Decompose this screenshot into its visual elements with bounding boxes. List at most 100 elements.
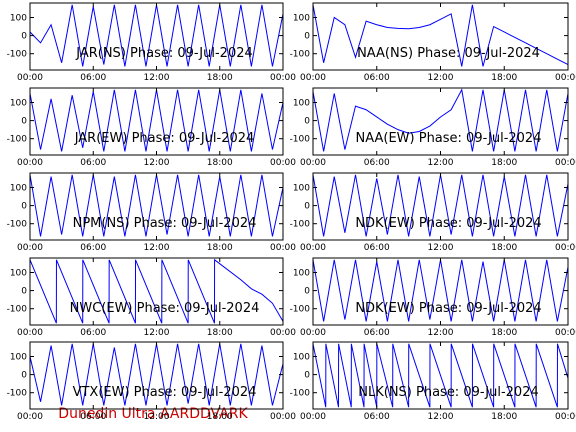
y-tick-label: -100 <box>7 220 28 230</box>
y-tick-label: 0 <box>21 371 27 381</box>
x-tick-label: 00:00 <box>300 243 326 253</box>
panel-title: NDK(EW) Phase: 09-Jul-2024 <box>355 216 541 231</box>
x-tick-label: 00:00 <box>17 158 43 168</box>
x-tick-label: 12:00 <box>428 158 454 168</box>
x-tick-label: 06:00 <box>364 243 390 253</box>
x-tick-label: 12:00 <box>428 412 454 422</box>
panel: 100 0 -100 00:00 06:00 12:00 18:00 00:00 NLK(NS)… <box>290 341 576 422</box>
x-tick-label: 00:00 <box>555 243 576 253</box>
x-tick-label: 12:00 <box>144 412 170 422</box>
panel-title: NDK(EW) Phase: 09-Jul-2024 <box>355 301 541 316</box>
x-tick-label: 00:00 <box>17 328 43 338</box>
y-tick-label: 100 <box>293 98 310 108</box>
phase-line <box>313 4 568 67</box>
x-tick-label: 00:00 <box>555 328 576 338</box>
panel: 100 0 -100 00:00 06:00 12:00 18:00 00:00 NWC(EW)… <box>7 257 296 338</box>
y-tick-label: 0 <box>21 117 27 127</box>
x-tick-label: 06:00 <box>80 73 106 83</box>
x-tick-label: 06:00 <box>364 158 390 168</box>
y-tick-label: 0 <box>21 287 27 297</box>
y-tick-label: -100 <box>290 220 311 230</box>
y-tick-label: 0 <box>21 32 27 42</box>
y-tick-label: -100 <box>290 305 311 315</box>
x-tick-label: 06:00 <box>80 158 106 168</box>
x-tick-label: 18:00 <box>491 412 517 422</box>
y-tick-label: -100 <box>7 305 28 315</box>
x-tick-label: 00:00 <box>300 158 326 168</box>
panel-title: NAA(NS) Phase: 09-Jul-2024 <box>357 46 540 61</box>
y-tick-label: -100 <box>7 389 28 399</box>
panel: 100 0 -100 00:00 06:00 12:00 18:00 00:00 NAA(EW)… <box>290 87 576 168</box>
footer: Dunedin Ultra AARDDVARK <box>58 406 248 422</box>
x-tick-label: 00:00 <box>300 328 326 338</box>
x-tick-label: 00:00 <box>17 243 43 253</box>
panel: 100 0 -100 00:00 06:00 12:00 18:00 00:00 NAA(NS)… <box>290 2 576 83</box>
phase-line <box>30 258 283 324</box>
x-tick-label: 00:00 <box>555 412 576 422</box>
x-tick-label: 00:00 <box>270 73 296 83</box>
panel-title: JAR(EW) Phase: 09-Jul-2024 <box>74 131 255 146</box>
y-tick-label: 100 <box>10 98 27 108</box>
y-tick-label: 100 <box>293 352 310 362</box>
x-tick-label: 06:00 <box>80 328 106 338</box>
panel-title: NAA(EW) Phase: 09-Jul-2024 <box>356 131 542 146</box>
x-tick-label: 12:00 <box>144 243 170 253</box>
x-tick-label: 06:00 <box>80 243 106 253</box>
y-tick-label: 0 <box>304 287 310 297</box>
y-tick-label: -100 <box>290 50 311 60</box>
y-tick-label: 0 <box>21 202 27 212</box>
y-tick-label: 100 <box>10 13 27 23</box>
y-tick-label: 100 <box>293 268 310 278</box>
x-tick-label: 00:00 <box>300 412 326 422</box>
x-tick-label: 06:00 <box>364 328 390 338</box>
panel-title: NLK(NS) Phase: 09-Jul-2024 <box>358 385 539 400</box>
panel: 100 0 -100 00:00 06:00 12:00 18:00 00:00 NPM(NS)… <box>7 172 296 253</box>
x-tick-label: 18:00 <box>491 158 517 168</box>
y-tick-label: 0 <box>304 117 310 127</box>
x-tick-label: 18:00 <box>491 328 517 338</box>
y-tick-label: -100 <box>7 135 28 145</box>
y-tick-label: 100 <box>10 268 27 278</box>
x-tick-label: 00:00 <box>17 73 43 83</box>
x-tick-label: 00:00 <box>270 243 296 253</box>
x-tick-label: 06:00 <box>80 412 106 422</box>
x-tick-label: 18:00 <box>207 243 233 253</box>
x-tick-label: 00:00 <box>555 73 576 83</box>
x-tick-label: 12:00 <box>428 73 454 83</box>
y-tick-label: 0 <box>304 371 310 381</box>
y-tick-label: 100 <box>10 352 27 362</box>
y-tick-label: -100 <box>290 389 311 399</box>
panel: 100 0 -100 00:00 06:00 12:00 18:00 00:00 JAR(EW)… <box>7 87 296 168</box>
x-tick-label: 12:00 <box>428 243 454 253</box>
x-tick-label: 18:00 <box>207 412 233 422</box>
x-tick-label: 12:00 <box>144 328 170 338</box>
y-tick-label: -100 <box>290 135 311 145</box>
y-tick-label: 0 <box>304 32 310 42</box>
x-tick-label: 18:00 <box>207 73 233 83</box>
x-tick-label: 06:00 <box>364 412 390 422</box>
x-tick-label: 18:00 <box>491 243 517 253</box>
y-tick-label: -100 <box>7 50 28 60</box>
x-tick-label: 18:00 <box>491 73 517 83</box>
phase-line <box>313 88 568 152</box>
phase-line <box>313 343 568 408</box>
x-tick-label: 00:00 <box>270 412 296 422</box>
x-tick-label: 00:00 <box>300 73 326 83</box>
panel: 100 0 -100 00:00 06:00 12:00 18:00 00:00 VTX(EW)… <box>7 341 296 422</box>
y-tick-label: 100 <box>293 183 310 193</box>
x-tick-label: 00:00 <box>270 328 296 338</box>
panel: 100 0 -100 00:00 06:00 12:00 18:00 00:00 JAR(NS)… <box>7 2 296 83</box>
x-tick-label: 18:00 <box>207 158 233 168</box>
x-tick-label: 00:00 <box>555 158 576 168</box>
x-tick-label: 12:00 <box>144 158 170 168</box>
panel: 100 0 -100 00:00 06:00 12:00 18:00 00:00 NDK(EW)… <box>290 172 576 253</box>
y-tick-label: 100 <box>10 183 27 193</box>
panel-title: JAR(NS) Phase: 09-Jul-2024 <box>75 46 253 61</box>
x-tick-label: 12:00 <box>144 73 170 83</box>
panel-title: NWC(EW) Phase: 09-Jul-2024 <box>70 301 260 316</box>
x-tick-label: 06:00 <box>364 73 390 83</box>
y-tick-label: 100 <box>293 13 310 23</box>
x-tick-label: 00:00 <box>17 412 43 422</box>
x-tick-label: 00:00 <box>270 158 296 168</box>
